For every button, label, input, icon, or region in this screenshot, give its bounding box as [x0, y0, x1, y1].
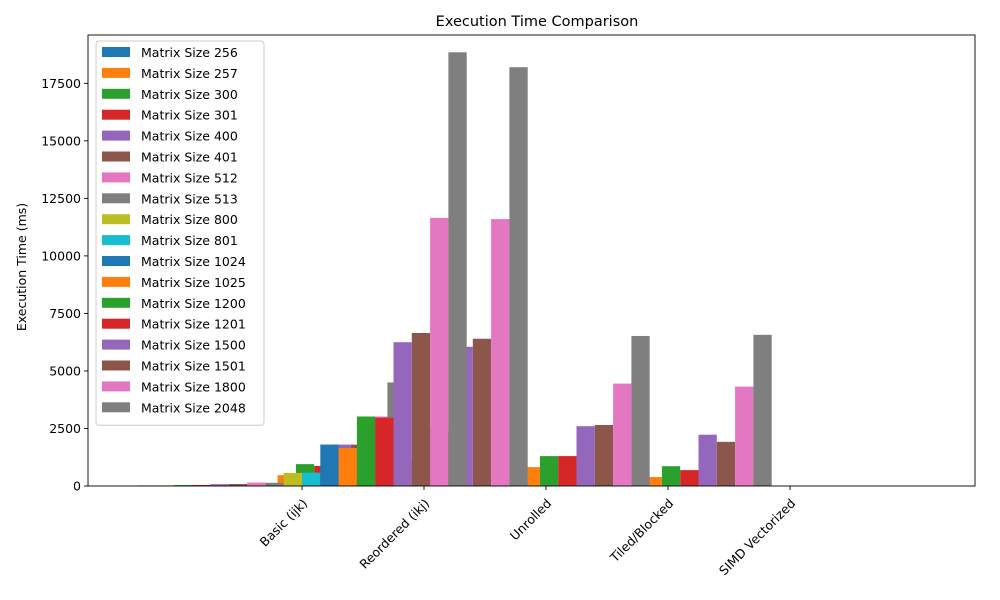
- legend-label: Matrix Size 801: [141, 233, 238, 248]
- bar: [393, 342, 412, 486]
- bar: [716, 441, 736, 486]
- legend-swatch: [102, 402, 130, 413]
- legend-swatch: [102, 151, 130, 162]
- legend-label: Matrix Size 800: [141, 212, 238, 227]
- legend-label: Matrix Size 300: [141, 87, 238, 102]
- legend-label: Matrix Size 513: [141, 191, 238, 206]
- legend-swatch: [102, 339, 130, 350]
- legend-swatch: [102, 67, 130, 78]
- bar: [631, 335, 650, 486]
- legend-swatch: [102, 88, 130, 99]
- plot-frame: [87, 34, 976, 487]
- bar: [680, 470, 699, 486]
- legend-label: Matrix Size 401: [141, 150, 238, 165]
- bar: [320, 444, 339, 486]
- bar: [448, 52, 467, 486]
- y-axis: 0 2500 5000 7500 10000 12500 15000 17500: [41, 76, 88, 494]
- bar: [375, 417, 394, 486]
- legend-label: Matrix Size 1024: [141, 254, 246, 269]
- bar: [698, 434, 717, 486]
- legend-label: Matrix Size 2048: [141, 400, 246, 415]
- bar: [509, 67, 528, 487]
- bar: [192, 484, 211, 486]
- legend-label: Matrix Size 1201: [141, 317, 246, 332]
- legend-swatch: [102, 193, 130, 204]
- bar: [302, 472, 321, 486]
- y-axis-label: Execution Time (ms): [14, 203, 29, 331]
- bar: [228, 484, 248, 486]
- bar: [594, 425, 614, 486]
- legend-label: Matrix Size 1200: [141, 296, 246, 311]
- y-tick-label: 10000: [41, 248, 81, 263]
- bar: [661, 466, 681, 486]
- bar: [613, 383, 632, 486]
- bar: [643, 477, 662, 486]
- legend-swatch: [102, 256, 130, 266]
- legend-swatch: [102, 297, 130, 308]
- legend-swatch: [102, 109, 130, 120]
- bar: [430, 217, 449, 486]
- y-tick-label: 15000: [41, 133, 81, 148]
- bar: [283, 472, 302, 486]
- bar: [411, 332, 431, 486]
- legend-swatch: [102, 214, 130, 225]
- chart-title: Execution Time Comparison: [436, 14, 639, 30]
- bar: [173, 485, 193, 486]
- bar: [539, 456, 559, 486]
- bar: [576, 426, 595, 486]
- legend-swatch: [102, 360, 130, 371]
- legend-label: Matrix Size 1500: [141, 338, 246, 353]
- y-tick-label: 5000: [49, 363, 81, 378]
- legend-label: Matrix Size 1501: [141, 359, 246, 374]
- legend-label: Matrix Size 256: [141, 45, 238, 60]
- legend-swatch: [102, 172, 130, 183]
- bar: [356, 416, 376, 486]
- legend-swatch: [102, 381, 130, 392]
- legend-label: Matrix Size 512: [141, 170, 238, 185]
- bar: [265, 482, 284, 486]
- bar: [753, 334, 772, 486]
- y-tick-label: 0: [73, 479, 81, 494]
- legend-swatch: [102, 130, 130, 141]
- legend-label: Matrix Size 257: [141, 66, 238, 81]
- bar: [558, 456, 577, 486]
- legend-label: Matrix Size 1025: [141, 275, 246, 290]
- bar: [735, 386, 754, 486]
- legend-label: Matrix Size 1800: [141, 379, 246, 394]
- legend-swatch: [102, 235, 130, 246]
- y-tick-label: 12500: [41, 191, 81, 206]
- legend-frame: [95, 40, 265, 426]
- bar: [210, 484, 229, 486]
- legend-swatch: [102, 318, 130, 329]
- legend-label: Matrix Size 301: [141, 108, 238, 123]
- bar: [338, 448, 357, 486]
- legend-swatch: [102, 276, 130, 287]
- y-tick-label: 7500: [49, 306, 81, 321]
- y-tick-label: 2500: [49, 421, 81, 436]
- legend-label: Matrix Size 400: [141, 129, 238, 144]
- bar: [491, 219, 510, 486]
- y-tick-label: 17500: [41, 76, 81, 91]
- legend-swatch: [102, 47, 130, 57]
- bars-group: [137, 52, 772, 487]
- bar: [472, 338, 492, 486]
- bar: [247, 482, 266, 486]
- legend: Matrix Size 256 Matrix Size 257 Matrix Siz…: [95, 40, 265, 426]
